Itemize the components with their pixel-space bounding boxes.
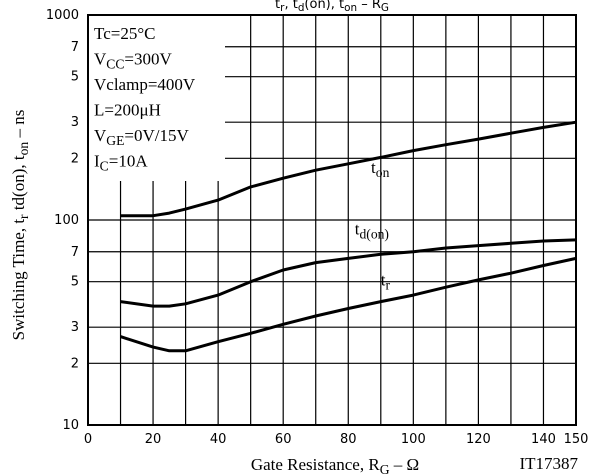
x-tick-label: 80 xyxy=(340,432,357,447)
y-axis-label-part: r xyxy=(16,214,31,219)
chart-title-part: , t xyxy=(284,0,297,12)
plot-frame xyxy=(87,14,577,426)
chart-title-part: r xyxy=(280,2,285,14)
y-tick-label: 1000 xyxy=(46,8,79,23)
y-axis-label-part: on xyxy=(16,142,31,156)
chart-title-part: t xyxy=(275,0,280,12)
condition-part: =0V/15V xyxy=(124,126,189,145)
y-tick-label: 3 xyxy=(71,320,79,335)
y-tick-label: 3 xyxy=(71,115,79,130)
condition-part: C xyxy=(100,159,109,174)
y-axis-label-part: – ns xyxy=(9,110,28,142)
condition-part: =10A xyxy=(109,152,149,171)
series-label-part: on xyxy=(376,165,390,180)
y-tick-label: 2 xyxy=(71,356,79,371)
x-tick-label: 40 xyxy=(210,432,227,447)
condition-part: GE xyxy=(106,133,124,148)
series-label: tr xyxy=(381,270,391,292)
condition: Vclamp=400V xyxy=(94,75,196,94)
x-tick-label: 150 xyxy=(564,432,589,447)
y-axis-label-part: td(on), t xyxy=(9,155,28,214)
chart-title-part: on xyxy=(344,2,357,14)
series-label: ton xyxy=(371,158,390,180)
condition-part: L=200μH xyxy=(94,101,161,120)
x-tick-label: 120 xyxy=(466,432,491,447)
chart-title-part: (on), t xyxy=(304,0,344,12)
x-axis-label-part: – Ω xyxy=(390,455,420,474)
x-tick-label: 60 xyxy=(275,432,292,447)
y-axis-label: Switching Time, tr td(on), ton – ns xyxy=(9,110,31,341)
y-axis-label-part: Switching Time, t xyxy=(9,219,28,341)
condition-part: Vclamp=400V xyxy=(94,75,196,94)
series-line xyxy=(120,238,577,308)
series-label: td(on) xyxy=(355,219,389,242)
series-label-part: d(on) xyxy=(360,227,389,243)
chart-title-part: G xyxy=(381,2,389,14)
conditions-box xyxy=(89,16,225,181)
condition-part: CC xyxy=(106,57,124,72)
condition-part: V xyxy=(94,126,107,145)
x-axis-label: Gate Resistance, RG – Ω xyxy=(251,455,419,475)
x-tick-label: 140 xyxy=(531,432,556,447)
condition-part: =300V xyxy=(124,50,172,69)
y-tick-label: 2 xyxy=(71,151,79,166)
series-label-part: r xyxy=(386,278,391,293)
series-line xyxy=(120,120,577,218)
condition-part: Tc=25°C xyxy=(94,24,155,43)
condition: IC=10A xyxy=(94,152,148,174)
series-label-part: t xyxy=(355,219,360,238)
chart-title-part: – R xyxy=(357,0,381,12)
condition: VGE=0V/15V xyxy=(94,126,189,148)
x-tick-label: 100 xyxy=(401,432,426,447)
condition: L=200μH xyxy=(94,101,161,120)
condition: Tc=25°C xyxy=(94,24,155,43)
x-axis-label-part: Gate Resistance, R xyxy=(251,455,381,474)
chart-title: tr, td(on), ton – RG xyxy=(275,0,389,14)
x-tick-label: 0 xyxy=(84,432,92,447)
x-tick-label: 20 xyxy=(145,432,162,447)
y-tick-label: 100 xyxy=(54,213,79,228)
y-tick-label: 10 xyxy=(62,418,79,433)
x-axis-label-part: G xyxy=(380,462,390,475)
y-tick-label: 7 xyxy=(71,40,79,55)
condition: VCC=300V xyxy=(94,50,173,72)
series-label-part: t xyxy=(371,158,376,177)
series-label-part: t xyxy=(381,270,386,289)
condition-part: V xyxy=(94,50,107,69)
note: IT17387 xyxy=(519,454,578,473)
y-tick-label: 5 xyxy=(71,70,79,85)
condition-part: I xyxy=(94,152,100,171)
y-tick-label: 7 xyxy=(71,245,79,260)
chart-title-part: d xyxy=(298,2,305,14)
y-tick-label: 5 xyxy=(71,275,79,290)
series-line xyxy=(120,256,577,353)
